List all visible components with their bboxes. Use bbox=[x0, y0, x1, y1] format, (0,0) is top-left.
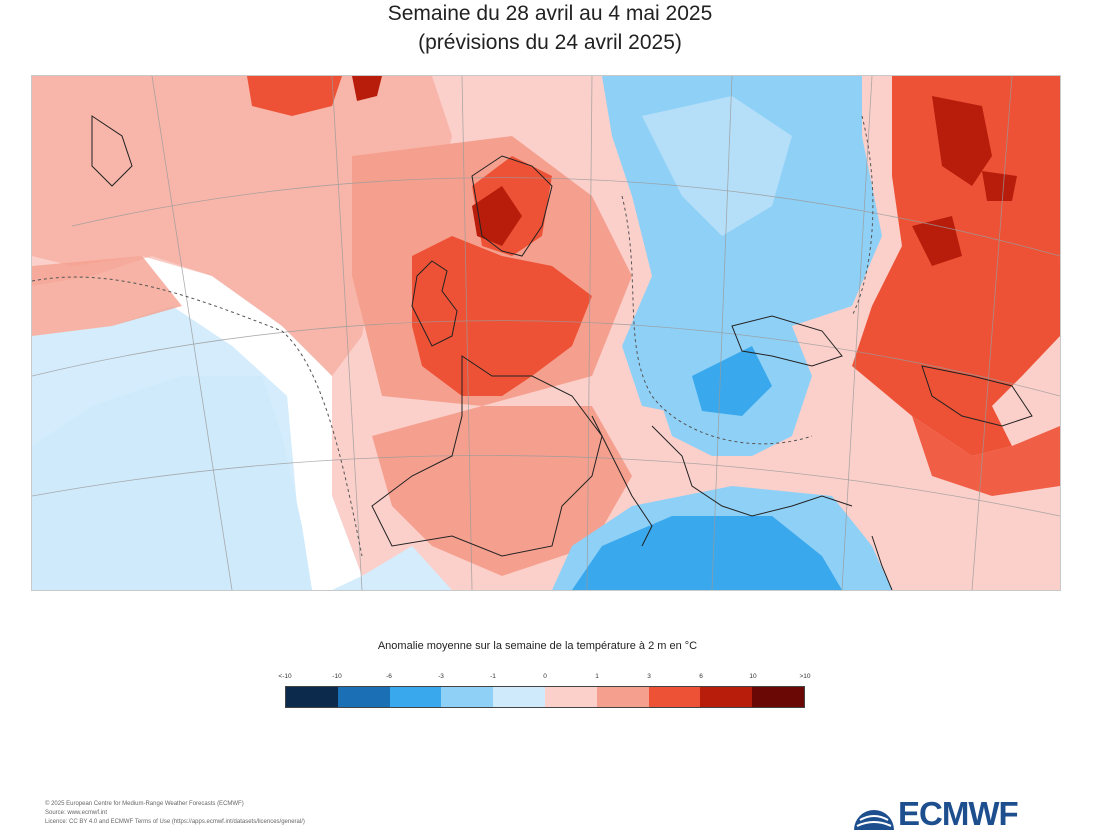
legend-swatch bbox=[648, 687, 701, 707]
legend-title: Anomalie moyenne sur la semaine de la te… bbox=[377, 640, 698, 652]
source-text: Source: www.ecmwf.int bbox=[45, 810, 108, 816]
legend-tick: 6 bbox=[699, 673, 703, 680]
temperature-anomaly-map bbox=[31, 75, 1061, 591]
copyright-text: © 2025 European Centre for Medium-Range … bbox=[45, 801, 244, 807]
legend-swatch bbox=[752, 687, 804, 707]
legend-tick: 10 bbox=[749, 673, 757, 680]
ecmwf-logo-text: ECMWF bbox=[898, 795, 1019, 832]
legend-swatch bbox=[337, 687, 390, 707]
legend-swatch bbox=[389, 687, 442, 707]
legend-colorbar bbox=[285, 686, 805, 708]
legend-tick: -1 bbox=[490, 673, 496, 680]
legend-ticks: <-10 -10 -6 -3 -1 0 1 3 6 10 >10 bbox=[260, 673, 830, 685]
map-title: Semaine du 28 avril au 4 mai 2025 bbox=[387, 2, 713, 25]
legend-tick: 3 bbox=[647, 673, 651, 680]
legend-tick: -6 bbox=[386, 673, 392, 680]
licence-text: Licence: CC BY 4.0 and ECMWF Terms of Us… bbox=[45, 819, 305, 825]
ecmwf-logo: ECMWF bbox=[852, 795, 1048, 832]
legend-tick: 1 bbox=[595, 673, 599, 680]
legend-swatch bbox=[493, 687, 545, 707]
ecmwf-globe-icon bbox=[854, 810, 894, 830]
legend-swatch bbox=[596, 687, 649, 707]
legend-swatch bbox=[441, 687, 494, 707]
legend-tick: <-10 bbox=[278, 673, 292, 680]
legend-tick: -10 bbox=[332, 673, 342, 680]
legend-swatch bbox=[286, 687, 338, 707]
legend-swatch bbox=[544, 687, 597, 707]
legend-tick: -3 bbox=[438, 673, 444, 680]
legend-tick: >10 bbox=[799, 673, 811, 680]
map-subtitle: (prévisions du 24 avril 2025) bbox=[418, 31, 682, 54]
legend-swatch bbox=[700, 687, 753, 707]
legend-tick: 0 bbox=[543, 673, 547, 680]
